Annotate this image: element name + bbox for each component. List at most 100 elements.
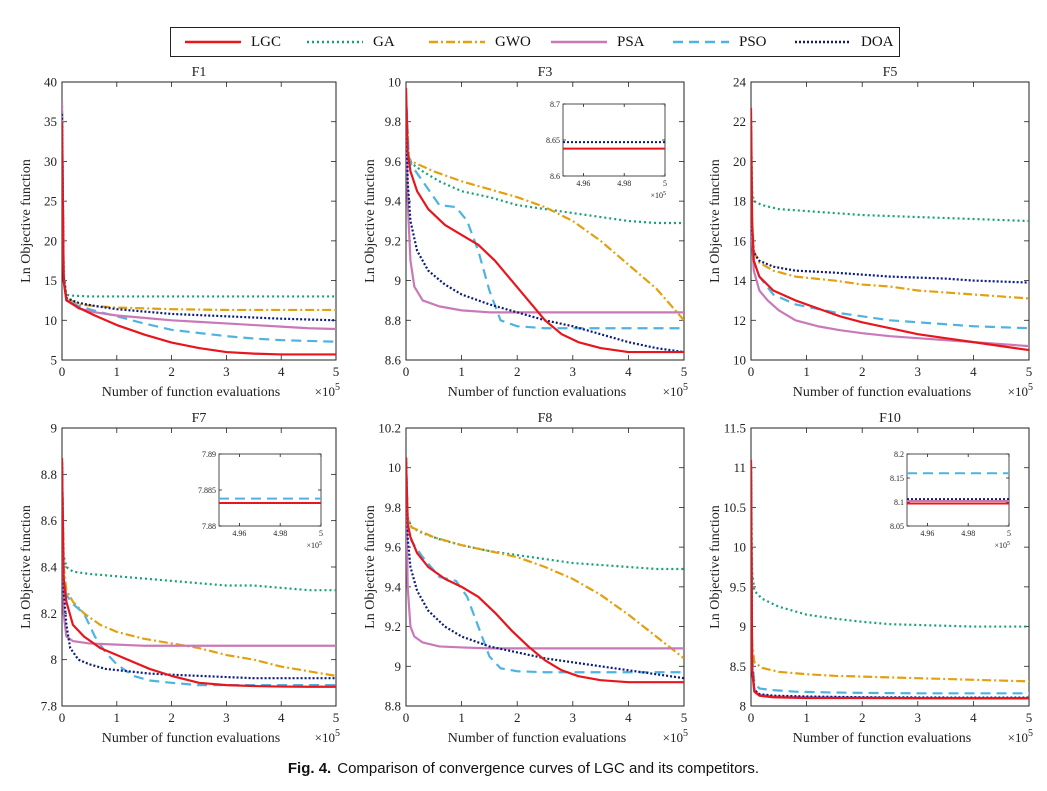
series-ga-f7 (62, 462, 336, 592)
y-axis-label-f7: Ln Objective function (19, 505, 34, 629)
axis-f10-x-tick-label: 5 (1026, 710, 1033, 725)
series-ga-f1 (62, 105, 336, 298)
panel-f1: F1 0 1 2 3 4 5 5 10 15 20 25 30 35 40 ×105 Number of fun… (19, 65, 340, 400)
axis-f5-y-tick-label: 18 (733, 194, 746, 209)
axis-f3-x-tick-label: 2 (514, 364, 521, 379)
legend-label-gwo: GWO (495, 33, 531, 50)
axis-f8-y-tick-label: 9.2 (385, 619, 401, 634)
axis-f10-y-tick-label: 9.5 (730, 579, 746, 594)
inset-f10-y-tick-label: 8.15 (890, 474, 904, 483)
series-lgc-f5 (751, 107, 1029, 352)
series-psa-f8 (406, 467, 684, 650)
series-pso-f3 (406, 91, 684, 330)
caption-text: Comparison of convergence curves of LGC … (337, 760, 760, 777)
figure-caption: Fig. 4. Comparison of convergence curves … (0, 760, 1047, 777)
axis-f10-y-tick-label: 10 (733, 540, 746, 555)
axis-f3-y-tick-label: 9 (395, 273, 402, 288)
panel-f10: F10 0 1 2 3 4 5 8 8.5 9 9.5 10 10.5 11 11.5 ×105 Number … (708, 411, 1033, 746)
axis-f1-y-tick-label: 35 (44, 114, 57, 129)
axis-f8-x-tick-label: 0 (403, 710, 410, 725)
y-axis-label-f3: Ln Objective function (363, 159, 378, 283)
inset-f10-y-tick-label: 8.05 (890, 522, 904, 531)
series-lgc-f1 (62, 121, 336, 356)
axis-f5-y-tick-label: 20 (733, 154, 746, 169)
axis-f8-y-tick-label: 10.2 (378, 421, 401, 436)
axis-f3-x-tick-label: 4 (625, 364, 632, 379)
legend-item-gwo: GWO (429, 28, 531, 56)
axis-f7-y-tick-label: 8.6 (41, 513, 58, 528)
axis-f1-y-tick-label: 25 (44, 194, 57, 209)
axis-f8-y-tick-label: 9.4 (385, 579, 402, 594)
axis-f7-x-tick-label: 5 (333, 710, 340, 725)
inset-f10-y-tick-label: 8.2 (894, 450, 904, 459)
axis-f1-x-tick-label: 2 (168, 364, 175, 379)
axis-f8-y-tick-label: 9.6 (385, 540, 402, 555)
panel-title-f1: F1 (192, 65, 207, 80)
panel-title-f7: F7 (192, 411, 207, 426)
legend-item-doa: DOA (795, 28, 894, 56)
legend-swatch-ga (307, 40, 363, 44)
inset-f10-frame (906, 453, 1010, 527)
inset-f3-x-tick-label: 4.96 (576, 179, 590, 188)
axis-f1-x-tick-label: 3 (223, 364, 230, 379)
legend-label-psa: PSA (617, 33, 645, 50)
axis-f3-x-tick-label: 0 (403, 364, 410, 379)
inset-f3: 4.96 4.98 5 8.6 8.65 8.7 ×105 (546, 100, 667, 200)
axis-f1-x-tick-label: 1 (114, 364, 121, 379)
inset-f3-frame (562, 103, 666, 177)
x-axis-label-f7: Number of function evaluations (102, 731, 280, 746)
axis-f1-x-tick-label: 0 (59, 364, 66, 379)
axis-f1-x-tick-label: 5 (333, 364, 340, 379)
axis-f8-y-tick-label: 9 (395, 659, 402, 674)
axis-f1-y-tick-label: 10 (44, 313, 57, 328)
axis-f10-x-tick-label: 2 (859, 710, 866, 725)
axis-f5-x-tick-label: 4 (970, 364, 977, 379)
legend-swatch-pso (673, 40, 729, 44)
axis-f3-y-tick-label: 8.6 (385, 353, 402, 368)
inset-f10-x-tick-label: 4.98 (961, 529, 975, 538)
inset-f7-x-tick-label: 4.96 (232, 529, 246, 538)
axis-f7-y-tick-label: 8 (51, 652, 58, 667)
axis-f5-x-tick-label: 0 (748, 364, 755, 379)
axis-f8-x-tick-label: 2 (514, 710, 521, 725)
inset-f7-y-tick-label: 7.88 (202, 522, 216, 531)
inset-f7-x-exponent-label: ×105 (306, 541, 322, 550)
axis-f10-y-tick-label: 11 (733, 460, 746, 475)
inset-f3-x-tick-label: 5 (663, 179, 667, 188)
series-doa-f3 (406, 101, 684, 354)
series-doa-f8 (406, 457, 684, 680)
panel-title-f5: F5 (883, 65, 898, 80)
legend-swatch-gwo (429, 40, 485, 44)
legend-label-pso: PSO (739, 33, 767, 50)
axis-f7-x-tick-label: 3 (223, 710, 230, 725)
axis-f8-x-tick-label: 4 (625, 710, 632, 725)
series-gwo-f8 (406, 457, 684, 660)
legend-item-lgc: LGC (185, 28, 281, 56)
axis-f7-x-exponent-label: ×105 (315, 728, 340, 745)
axis-f3-x-tick-label: 1 (458, 364, 465, 379)
axis-f3-y-tick-label: 9.8 (385, 114, 401, 129)
axis-f3-y-tick-label: 10 (388, 75, 401, 90)
panel-title-f8: F8 (538, 411, 553, 426)
inset-f10: 4.96 4.98 5 8.05 8.1 8.15 8.2 ×105 (890, 450, 1011, 550)
axis-f7-x-tick-label: 0 (59, 710, 66, 725)
axis-f8-x-tick-label: 1 (458, 710, 465, 725)
axis-f8-x-tick-label: 5 (681, 710, 688, 725)
axis-f5-y-tick-label: 16 (733, 233, 747, 248)
axis-f1-y-tick-label: 30 (44, 154, 57, 169)
inset-f7-x-tick-label: 5 (319, 529, 323, 538)
x-axis-label-f8: Number of function evaluations (448, 731, 626, 746)
inset-f10-x-tick-label: 4.96 (920, 529, 934, 538)
x-axis-label-f1: Number of function evaluations (102, 385, 280, 400)
axis-f5-x-tick-label: 3 (915, 364, 922, 379)
series-lgc-f10 (751, 459, 1029, 700)
series-lgc-f3 (406, 87, 684, 354)
inset-f3-y-tick-label: 8.7 (550, 100, 560, 109)
series-psa-f3 (406, 101, 684, 314)
legend-swatch-lgc (185, 40, 241, 44)
axis-f10-y-tick-label: 11.5 (724, 421, 746, 436)
axis-f7-y-tick-label: 7.8 (41, 699, 57, 714)
